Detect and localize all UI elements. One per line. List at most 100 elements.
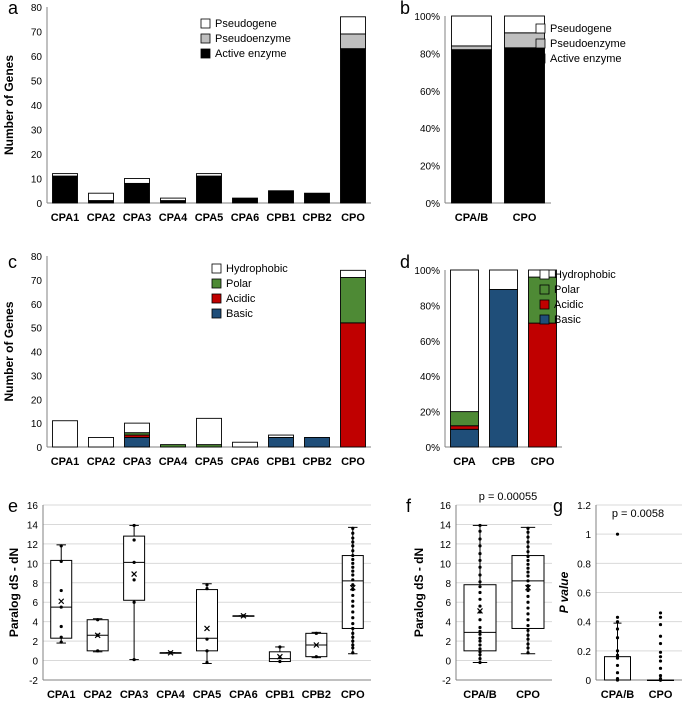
legend-swatch-c (211, 293, 222, 304)
ytick-label-a: 40 (31, 101, 43, 112)
xtick-label-e: CPA2 (83, 689, 112, 701)
data-point-e (351, 643, 355, 647)
data-point-g (658, 634, 663, 638)
ytick-label-g: 0 (585, 676, 591, 687)
legend-swatch-a (200, 48, 211, 59)
data-point-e (96, 618, 100, 622)
ytick-label-c: 80 (31, 252, 43, 263)
data-point-f (478, 643, 482, 647)
data-point-e (351, 549, 355, 553)
data-point-f (526, 637, 530, 641)
xtick-label-c: CPA1 (51, 456, 80, 468)
ytick-label-d: 60% (420, 337, 440, 348)
ytick-label-a: 30 (31, 126, 43, 137)
bar-g-cpab (604, 656, 631, 681)
xtick-label-c: CPA4 (159, 456, 188, 468)
data-point-e (132, 523, 136, 528)
legend-swatch-a (200, 18, 211, 29)
ytick-label-e: 14 (27, 520, 39, 531)
bar-c-cpo-acidic (340, 322, 366, 448)
data-point-e (96, 649, 100, 653)
xtick-label-b: CPO (513, 212, 537, 224)
data-point-f (526, 562, 530, 566)
xtick-label-e: CPA1 (47, 689, 76, 701)
ytick-label-e: 12 (27, 540, 39, 551)
data-point-e (351, 610, 355, 614)
ytick-label-f: -2 (442, 676, 451, 687)
ytick-label-a: 50 (31, 77, 43, 88)
mean-marker-f (525, 584, 531, 591)
box-e (196, 589, 218, 652)
xtick-label-c: CPA5 (195, 456, 224, 468)
ytick-label-a: 20 (31, 150, 43, 161)
data-point-e (351, 536, 355, 540)
data-point-e (314, 655, 318, 659)
bar-a-cpa3-pseudogene (124, 178, 150, 184)
bar-d-cpb-basic (489, 289, 518, 448)
legend-label-d: Basic (554, 314, 581, 326)
data-point-e (351, 599, 355, 603)
legend-label-c: Basic (226, 308, 253, 320)
bar-c-cpa4-polar (160, 444, 186, 448)
data-point-e (351, 553, 355, 558)
ytick-label-c: 30 (31, 371, 43, 382)
y-axis-title-e: Paralog dS - dN (7, 548, 21, 637)
data-point-e (205, 583, 209, 587)
xtick-label-e: CPB1 (265, 689, 294, 701)
p-value-annotation-f: p = 0.00055 (479, 491, 537, 503)
bar-b-cpo-active-enzyme (504, 47, 545, 204)
legend-label-c: Polar (226, 278, 252, 290)
data-point-g (615, 671, 620, 675)
data-point-f (478, 604, 482, 608)
legend-swatch-b (535, 38, 546, 49)
data-point-g (658, 676, 663, 681)
ytick-label-g: 0.2 (577, 647, 591, 658)
legend-label-d: Hydrophobic (554, 269, 616, 281)
legend-swatch-b (535, 53, 546, 64)
bar-d-cpa-acidic (450, 425, 479, 430)
data-point-e (205, 587, 209, 591)
data-point-e (59, 588, 63, 593)
xtick-label-e: CPA6 (229, 689, 258, 701)
data-point-f (526, 574, 530, 578)
ytick-label-c: 60 (31, 300, 43, 311)
xtick-label-a: CPA6 (231, 212, 260, 224)
mean-marker-e (94, 632, 101, 639)
data-point-e (351, 561, 355, 565)
xtick-label-f: CPA/B (463, 689, 496, 701)
data-point-g (615, 653, 620, 657)
xtick-label-c: CPA3 (123, 456, 152, 468)
data-point-f (526, 588, 530, 593)
ytick-label-f: 10 (440, 559, 452, 570)
data-point-e (351, 583, 355, 587)
xtick-label-c: CPA6 (231, 456, 260, 468)
data-point-e (132, 560, 136, 564)
bar-a-cpb2-active-enzyme (304, 192, 330, 204)
bar-c-cpa3-basic (124, 437, 150, 448)
data-point-f (526, 579, 530, 583)
ytick-label-d: 40% (420, 372, 440, 383)
data-point-g (658, 611, 663, 615)
y-axis-title-a: Number of Genes (2, 55, 16, 155)
panel-letter-d: d (400, 252, 410, 272)
bar-c-cpa5-hydrophobic (196, 417, 222, 446)
xtick-label-d: CPB (492, 456, 515, 468)
data-point-f (478, 552, 482, 556)
xtick-label-e: CPO (341, 689, 365, 701)
data-point-f (526, 570, 530, 574)
bar-c-cpa1-hydrophobic (52, 420, 78, 448)
ytick-label-b: 100% (414, 12, 440, 23)
bar-a-cpa2-pseudogene (88, 192, 114, 201)
data-point-e (205, 649, 209, 653)
ytick-label-f: 2 (445, 637, 451, 648)
ytick-label-d: 0% (426, 443, 441, 454)
ytick-label-a: 0 (36, 199, 42, 210)
ytick-label-e: -2 (29, 676, 38, 687)
ytick-label-a: 60 (31, 52, 43, 63)
ytick-label-e: 16 (27, 501, 39, 512)
data-point-f (478, 580, 482, 584)
box-e (123, 535, 146, 601)
data-point-f (478, 529, 482, 533)
data-point-g (615, 663, 620, 668)
xtick-label-d: CPA (453, 456, 475, 468)
